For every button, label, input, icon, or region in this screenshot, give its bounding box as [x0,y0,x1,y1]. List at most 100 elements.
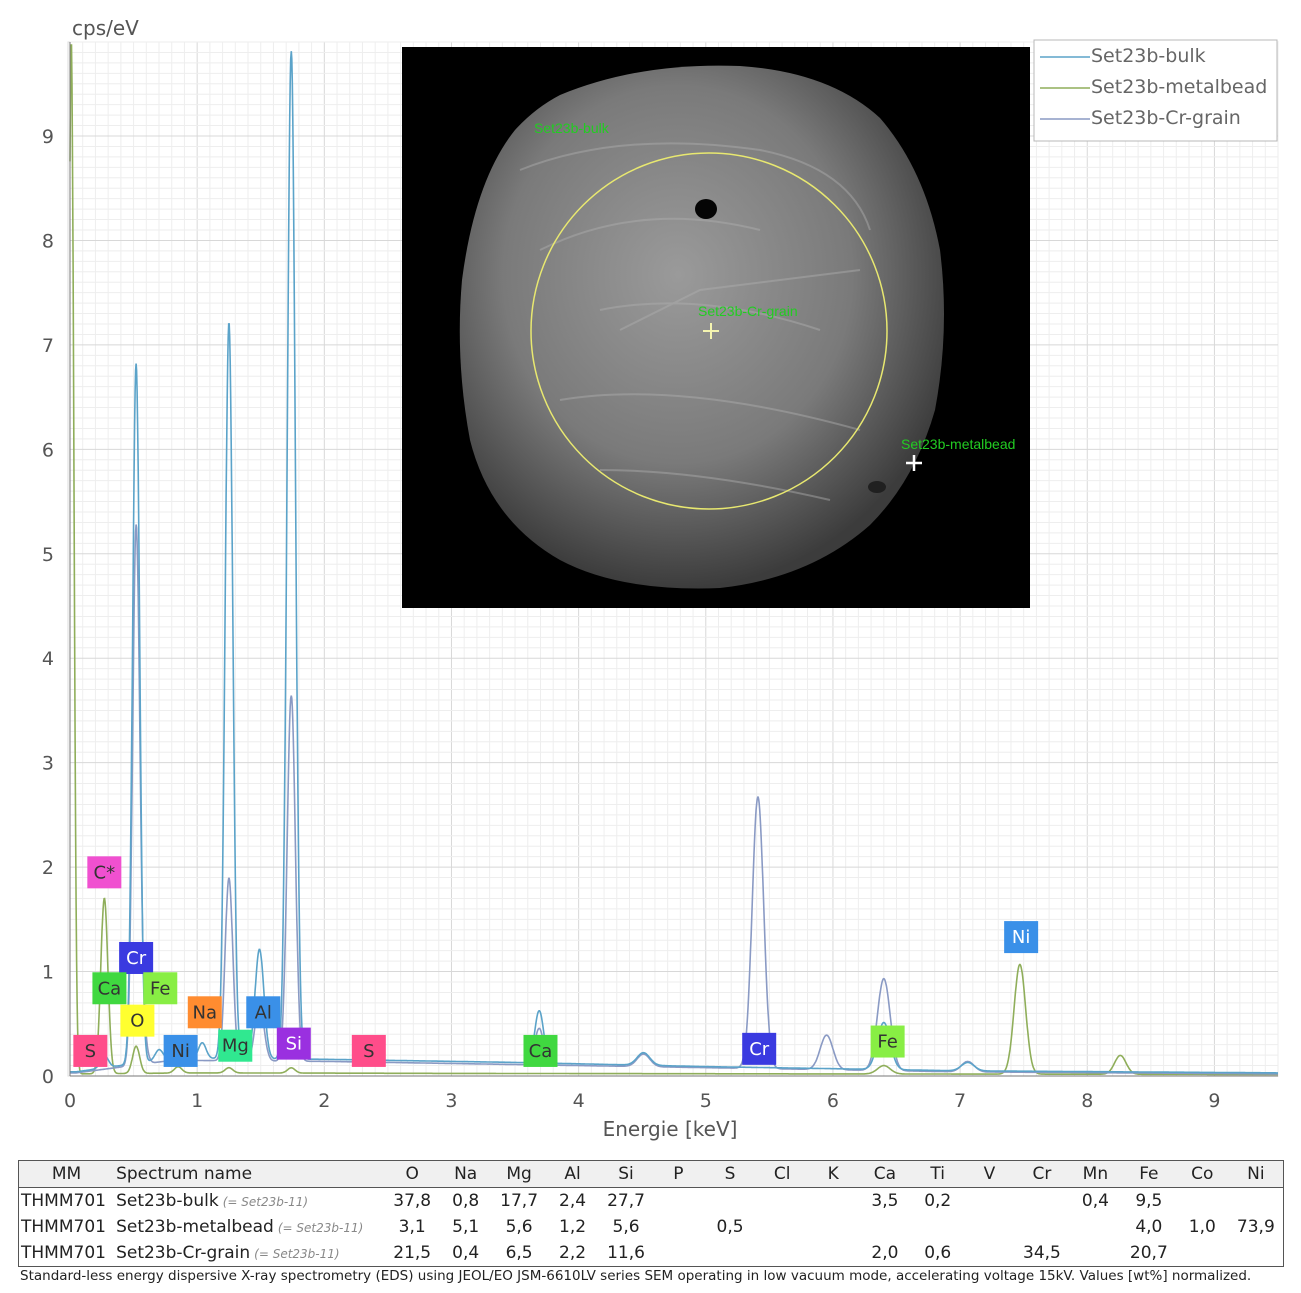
cell-value [1015,1214,1069,1240]
x-tick-label: 6 [827,1090,839,1112]
legend-label-metalbead: Set23b-metalbead [1091,76,1267,98]
y-tick-label: 7 [42,335,54,357]
element-label-text: Cr [126,948,147,969]
x-tick-label: 4 [573,1090,585,1112]
cell-value [808,1214,859,1240]
cell-value [756,1214,807,1240]
x-tick-label: 9 [1208,1090,1220,1112]
element-label-box [120,1004,155,1037]
element-label-box [276,1027,311,1060]
axes: 0 1 2 3 4 5 6 7 8 9 0 1 2 3 4 5 6 7 8 9 [42,42,1278,1112]
header-element: P [673,1164,684,1184]
cell-value [964,1188,1015,1215]
cell-value: 0,5 [716,1217,744,1237]
cell-mm: THMM701 [21,1191,106,1211]
cell-value [1229,1240,1284,1267]
header-element: Mg [506,1164,532,1184]
y-tick-label: 5 [42,544,54,566]
y-tick-label: 6 [42,439,54,461]
x-axis-title: Energie [keV] [603,1117,738,1141]
element-label-text: Mg [222,1036,249,1057]
element-label-ni: Ni [163,1034,198,1067]
sem-particle-texture [519,142,871,501]
cell-value: 3,5 [871,1191,899,1211]
series-line-set23b-bulk [70,51,1278,1074]
cell-value: 73,9 [1236,1217,1275,1237]
element-label-text: Fe [150,978,170,999]
cell-value [1069,1240,1122,1267]
cell-value [859,1214,912,1240]
sem-label-metalbead: Set23b-metalbead [901,436,1015,452]
element-label-text: C* [94,862,116,883]
legend: Set23b-bulk Set23b-metalbead Set23b-Cr-g… [1033,39,1278,142]
cell-value: 27,7 [607,1191,645,1211]
table-header-row: MM Spectrum name O Na Mg Al Si P S Cl K Ca Ti V Cr Mn… [18,1160,1284,1188]
header-element: Mn [1082,1164,1109,1184]
x-tick-label: 1 [191,1090,203,1112]
cell-value: 1,2 [559,1217,587,1237]
element-label-fe: Fe [870,1025,905,1058]
element-label-box [92,972,127,1005]
element-label-text: Ca [529,1041,553,1062]
element-label-box [351,1034,386,1067]
element-label-o: O [120,1004,155,1037]
cell-value [704,1188,757,1215]
element-label-box [246,996,281,1029]
sem-label-cr-grain: Set23b-Cr-grain [698,303,798,319]
element-label-box [523,1034,558,1067]
header-spectrum-name: Spectrum name [116,1164,253,1184]
element-label-text: S [85,1041,96,1062]
cell-value: 17,7 [500,1191,539,1211]
cell-value: 2,0 [871,1243,899,1263]
header-element: Al [564,1164,581,1184]
cell-value: 1,0 [1188,1217,1216,1237]
element-label-box [163,1034,198,1067]
footnote: Standard-less energy dispersive X-ray sp… [20,1268,1252,1284]
element-label-ni: Ni [1004,921,1039,954]
y-tick-label: 1 [42,962,54,984]
cell-mm: THMM701 [21,1243,106,1263]
sem-label-bulk: Set23b-bulk [534,120,610,136]
cell-value [964,1240,1015,1267]
cell-value [808,1240,859,1267]
header-element: O [405,1164,419,1184]
element-label-cr: Cr [119,941,154,974]
x-tick-label: 5 [700,1090,712,1112]
header-element: Fe [1139,1164,1159,1184]
cell-spectrum-name: Set23b-bulk (= Set23b-11) [114,1188,385,1215]
x-tick-label: 7 [954,1090,966,1112]
element-label-text: Na [193,1002,218,1023]
spectrum-alias: (= Set23b-11) [277,1221,364,1235]
cell-value: 9,5 [1135,1191,1163,1211]
element-label-cr: Cr [742,1032,777,1065]
metalbead-crosshair-icon [906,455,922,471]
sem-pore [695,199,717,219]
header-element: Na [454,1164,478,1184]
element-label-box [187,996,222,1029]
cr-grain-crosshair-icon [703,323,719,339]
x-tick-label: 3 [445,1090,457,1112]
element-label-box [119,941,154,974]
element-label-box [742,1032,777,1065]
element-label-s: S [73,1034,108,1067]
cell-value [1069,1214,1122,1240]
spectrum-name: Set23b-metalbead [116,1217,274,1237]
header-element: Ca [873,1164,897,1184]
cell-value: 0,8 [452,1191,480,1211]
y-tick-label: 2 [42,857,54,879]
cell-value: 0,4 [452,1243,480,1263]
eds-spectrum-chart: 0 1 2 3 4 5 6 7 8 9 0 1 2 3 4 5 6 7 8 9 cps/eV Energie [keV… [42,16,1279,1141]
element-label-c: C* [87,856,122,889]
table-row: THMM701 Set23b-metalbead (= Set23b-11) 3,1 5… [19,1214,1284,1240]
table-row: THMM701 Set23b-bulk (= Set23b-11) 37,8 0,8 17… [19,1188,1284,1215]
cell-value [653,1214,704,1240]
header-element: S [724,1164,736,1184]
cell-value: 4,0 [1135,1217,1163,1237]
header-element: Co [1191,1164,1214,1184]
cell-value: 37,8 [393,1191,432,1211]
element-label-mg: Mg [218,1029,253,1062]
cell-value: 5,6 [505,1217,533,1237]
header-element: Ni [1247,1164,1265,1184]
cell-value: 21,5 [393,1243,432,1263]
cell-value [756,1240,807,1267]
